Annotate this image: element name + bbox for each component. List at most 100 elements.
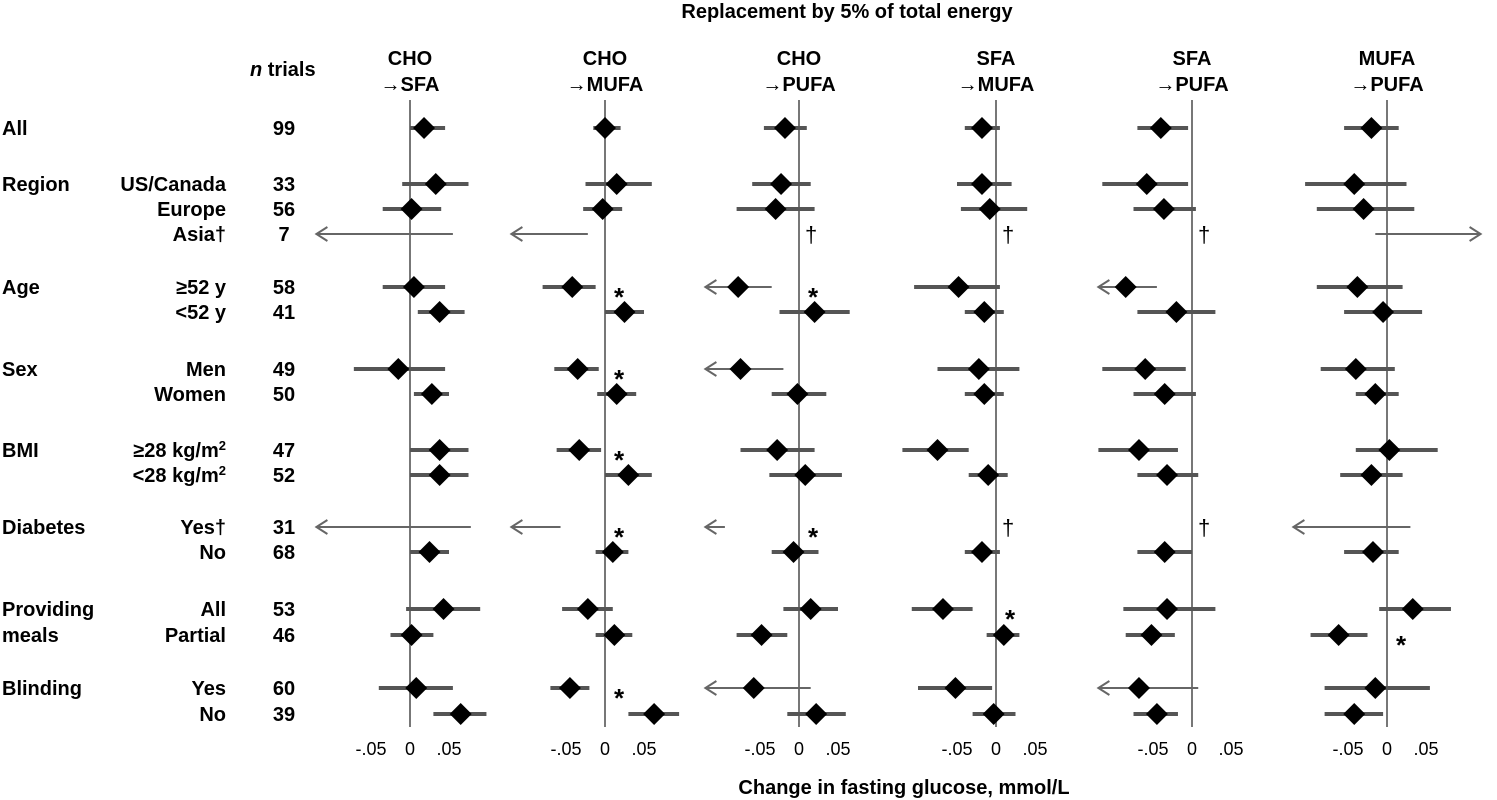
group-label: Sex bbox=[2, 359, 38, 381]
point-estimate-diamond bbox=[727, 276, 750, 298]
point-estimate-diamond bbox=[1378, 439, 1401, 461]
n-trials-value: 53 bbox=[273, 599, 295, 621]
group-label-line2: meals bbox=[2, 625, 59, 647]
point-estimate-diamond bbox=[643, 703, 666, 725]
n-trials-value: 41 bbox=[273, 302, 295, 324]
point-estimate-diamond bbox=[1364, 677, 1387, 699]
point-estimate-diamond bbox=[613, 301, 636, 323]
point-estimate-diamond bbox=[1135, 173, 1158, 195]
x-tick-label: -.05 bbox=[355, 739, 386, 759]
point-estimate-diamond bbox=[566, 358, 589, 380]
subgroup-label: Yes† bbox=[180, 517, 226, 539]
x-tick-label: -.05 bbox=[550, 739, 581, 759]
panel-title-line1: CHO bbox=[388, 48, 432, 70]
panel-title-line2: →PUFA bbox=[1155, 74, 1228, 96]
group-label: All bbox=[2, 118, 28, 140]
subgroup-label-text: ≥28 kg/m bbox=[133, 440, 218, 462]
point-estimate-diamond bbox=[970, 173, 993, 195]
panel-title-line2: →MUFA bbox=[958, 74, 1035, 96]
subgroup-label: ≥52 y bbox=[176, 277, 227, 299]
subgroup-label: <52 y bbox=[175, 302, 226, 324]
point-estimate-diamond bbox=[1134, 358, 1157, 380]
panel-title-line2: →PUFA bbox=[1350, 74, 1423, 96]
point-estimate-diamond bbox=[601, 541, 624, 563]
point-estimate-diamond bbox=[977, 464, 1000, 486]
subgroup-label: US/Canada bbox=[120, 174, 226, 196]
subgroup-label-text: Men bbox=[186, 359, 226, 381]
point-estimate-diamond bbox=[1156, 598, 1179, 620]
panel-6: MUFA →PUFA -.05 0 .05 * bbox=[1291, 48, 1483, 759]
point-estimate-diamond bbox=[794, 464, 817, 486]
panel-title-line2: →MUFA bbox=[567, 74, 644, 96]
point-estimate-diamond bbox=[558, 677, 581, 699]
point-estimate-diamond bbox=[424, 173, 447, 195]
point-estimate-diamond bbox=[1156, 464, 1179, 486]
subgroup-label-text: No bbox=[199, 704, 226, 726]
n-trials-header: n trials bbox=[250, 59, 316, 81]
subgroup-label: All bbox=[200, 599, 226, 621]
x-tick-label: -.05 bbox=[1137, 739, 1168, 759]
arrow-left-icon bbox=[703, 361, 717, 377]
point-estimate-diamond bbox=[970, 541, 993, 563]
subgroup-label: Asia† bbox=[173, 224, 226, 246]
n-trials-value: 49 bbox=[273, 359, 295, 381]
x-axis-label: Change in fasting glucose, mmol/L bbox=[738, 777, 1069, 799]
significance-star: * bbox=[614, 364, 625, 394]
subgroup-label-text: Partial bbox=[165, 625, 226, 647]
n-trials-header-label: trials bbox=[262, 59, 315, 81]
point-estimate-diamond bbox=[750, 624, 773, 646]
panel-title-line1: CHO bbox=[777, 48, 821, 70]
subgroup-label: Men bbox=[186, 359, 226, 381]
point-estimate-diamond bbox=[729, 358, 752, 380]
point-estimate-diamond bbox=[1127, 439, 1150, 461]
point-estimate-diamond bbox=[1149, 117, 1172, 139]
panel-2: CHO →MUFA -.05 0 .05 * * * * * bbox=[509, 48, 680, 759]
point-estimate-diamond bbox=[605, 173, 628, 195]
subgroup-label: Partial bbox=[165, 625, 226, 647]
point-estimate-diamond bbox=[766, 439, 789, 461]
point-estimate-diamond bbox=[978, 198, 1001, 220]
point-estimate-diamond bbox=[1360, 117, 1383, 139]
dagger-mark: † bbox=[1198, 515, 1210, 540]
dagger-mark: † bbox=[805, 222, 817, 247]
subgroup-label: ≥28 kg/m2 bbox=[133, 438, 226, 463]
arrow-left-icon bbox=[703, 279, 717, 295]
arrow-left-icon bbox=[703, 680, 717, 696]
point-estimate-diamond bbox=[591, 198, 614, 220]
arrow-right-icon bbox=[1469, 226, 1483, 242]
significance-star: * bbox=[808, 522, 819, 552]
point-estimate-diamond bbox=[1153, 541, 1176, 563]
n-trials-value: 46 bbox=[273, 625, 295, 647]
subgroup-label-superscript: 2 bbox=[219, 438, 226, 453]
chart-title: Replacement by 5% of total energy bbox=[681, 1, 1013, 23]
point-estimate-diamond bbox=[400, 624, 423, 646]
point-estimate-diamond bbox=[1145, 703, 1168, 725]
dagger-mark: † bbox=[1198, 222, 1210, 247]
n-trials-value: 60 bbox=[273, 678, 295, 700]
point-estimate-diamond bbox=[973, 383, 996, 405]
arrow-left-icon bbox=[314, 226, 328, 242]
x-tick-label: -.05 bbox=[941, 739, 972, 759]
panel-title-line1: SFA bbox=[977, 48, 1016, 70]
x-tick-label: -.05 bbox=[744, 739, 775, 759]
point-estimate-diamond bbox=[413, 117, 436, 139]
arrow-left-icon bbox=[1291, 519, 1305, 535]
point-estimate-diamond bbox=[1364, 383, 1387, 405]
point-estimate-diamond bbox=[428, 464, 451, 486]
point-estimate-diamond bbox=[1327, 624, 1350, 646]
group-label: Blinding bbox=[2, 678, 82, 700]
subgroup-label: Women bbox=[154, 384, 226, 406]
point-estimate-diamond bbox=[782, 541, 805, 563]
dagger-mark: † bbox=[1002, 515, 1014, 540]
dagger-mark: † bbox=[1002, 222, 1014, 247]
panel-title-line1: SFA bbox=[1173, 48, 1212, 70]
row-labels: All 99 Region US/Canada 33 Europe 56 Asia† 7 Age ≥… bbox=[2, 118, 295, 726]
point-estimate-diamond bbox=[1401, 598, 1424, 620]
point-estimate-diamond bbox=[1114, 276, 1137, 298]
subgroup-label-text: <52 y bbox=[175, 302, 226, 324]
n-trials-value: 31 bbox=[273, 517, 295, 539]
panel-1: CHO →SFA -.05 0 .05 bbox=[314, 48, 487, 759]
point-estimate-diamond bbox=[449, 703, 472, 725]
point-estimate-diamond bbox=[970, 117, 993, 139]
